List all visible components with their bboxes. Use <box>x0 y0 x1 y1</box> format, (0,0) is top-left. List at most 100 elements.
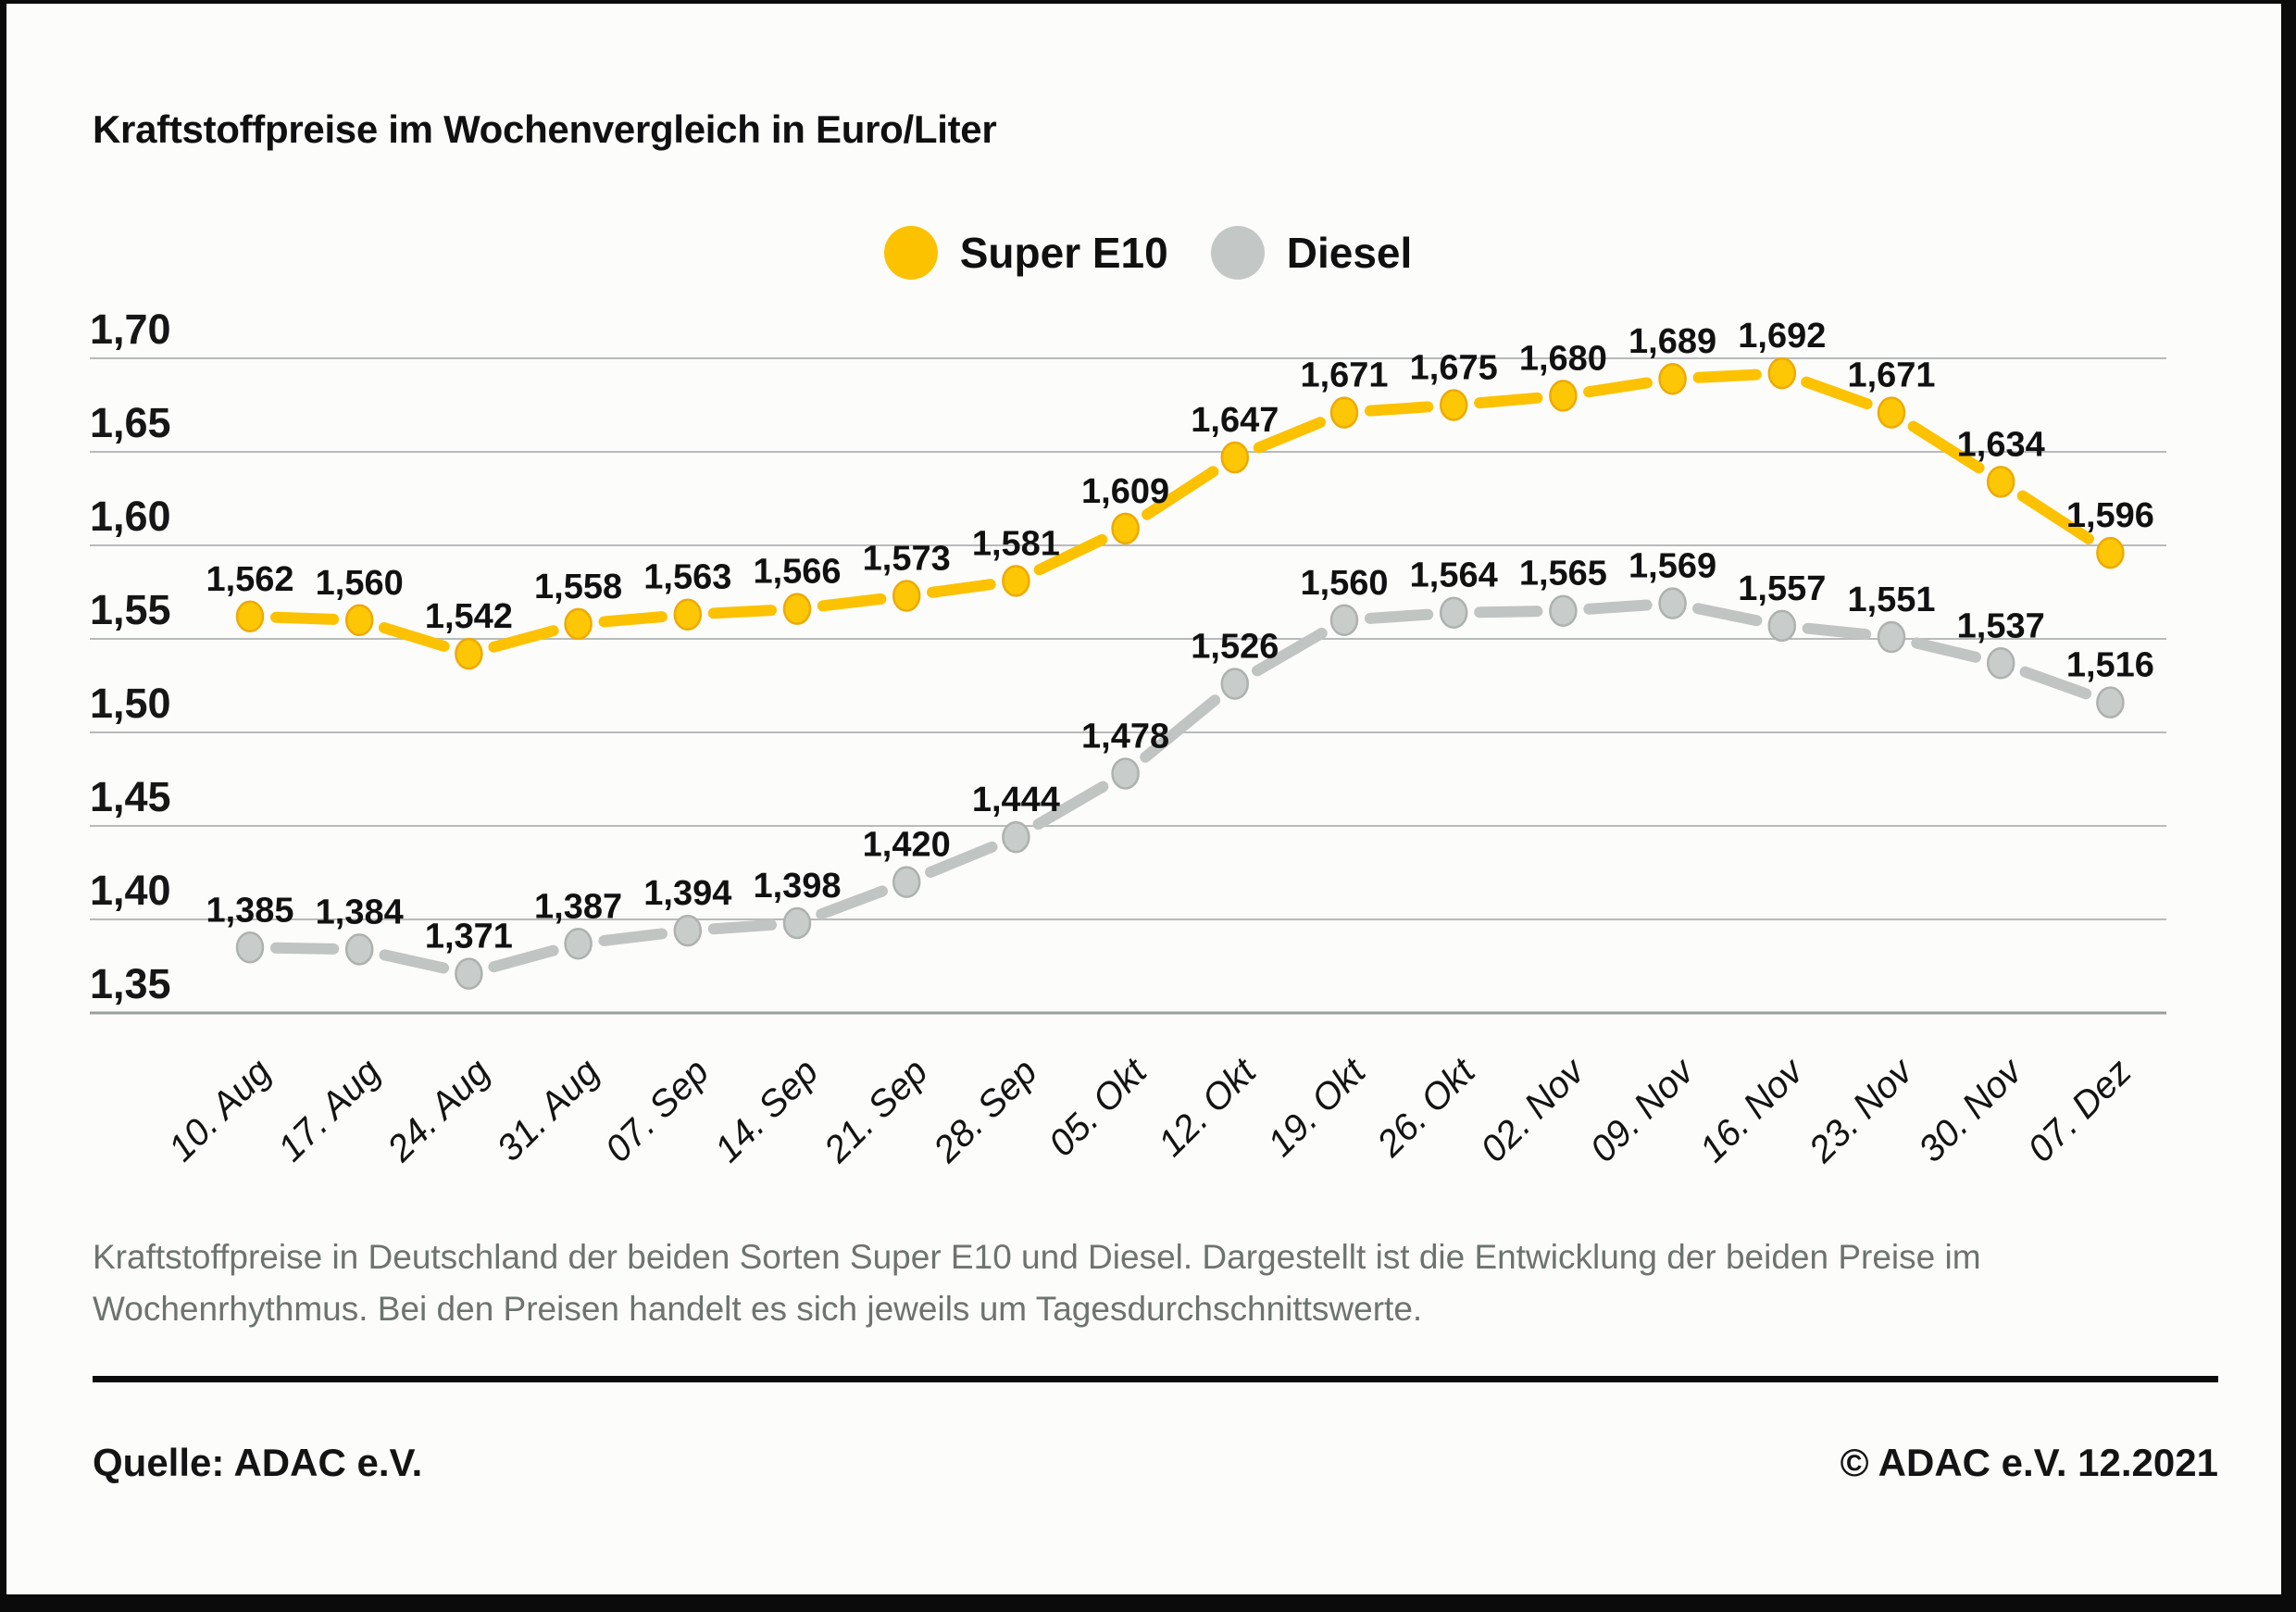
x-tick-label: 21. Sep <box>816 1051 935 1170</box>
value-label: 1,558 <box>534 568 622 606</box>
footer: Quelle: ADAC e.V. © ADAC e.V. 12.2021 <box>93 1441 2218 1485</box>
frame-border-top <box>0 0 2296 4</box>
data-point <box>782 906 812 940</box>
data-point <box>1220 441 1250 474</box>
data-point <box>1658 362 1687 395</box>
data-point <box>1111 512 1140 545</box>
series-segment <box>1474 606 1543 619</box>
x-tick-label: 30. Nov <box>1911 1050 2031 1170</box>
series-segment <box>1142 466 1219 520</box>
series-segment <box>269 942 340 955</box>
data-point <box>1767 609 1797 643</box>
value-label: 1,564 <box>1410 556 1498 595</box>
data-point <box>1111 757 1140 790</box>
value-label: 1,387 <box>534 887 622 926</box>
x-tick-label: 14. Sep <box>707 1051 827 1170</box>
data-point <box>344 933 374 966</box>
value-label: 1,371 <box>425 918 513 956</box>
legend-item-diesel: Diesel <box>1210 226 1412 280</box>
x-tick-label: 02. Nov <box>1473 1050 1593 1170</box>
series-segment <box>378 622 450 652</box>
x-tick-label: 10. Aug <box>161 1051 280 1169</box>
chart-caption: Kraftstoffpreise in Deutschland der beid… <box>93 1231 2231 1334</box>
series-segment <box>379 949 450 974</box>
series-segment <box>1032 781 1109 831</box>
series-segment <box>1364 608 1434 624</box>
x-tick-label: 26. Okt <box>1369 1050 1484 1165</box>
data-point <box>1329 396 1359 429</box>
series-segment <box>926 579 996 598</box>
value-label: 1,671 <box>1847 356 1935 395</box>
series-segment <box>598 928 668 946</box>
y-tick-label: 1,50 <box>90 680 171 727</box>
value-label: 1,562 <box>206 560 293 599</box>
x-tick-label: 16. Nov <box>1692 1050 1813 1170</box>
value-label: 1,565 <box>1519 555 1607 594</box>
data-point <box>1439 389 1468 421</box>
data-point <box>1877 396 1906 429</box>
diesel-marker-icon <box>1210 226 1265 280</box>
x-tick-label: 05. Okt <box>1042 1050 1156 1165</box>
value-label: 1,516 <box>2066 646 2154 685</box>
caption-line-2: Wochenrhythmus. Bei den Preisen handelt … <box>93 1289 1423 1328</box>
value-label: 1,384 <box>316 893 404 931</box>
x-tick-label: 17. Aug <box>270 1051 389 1169</box>
series-segment <box>269 611 340 625</box>
y-tick-label: 1,65 <box>90 399 171 446</box>
value-label: 1,444 <box>972 781 1060 819</box>
y-tick-label: 1,55 <box>90 586 171 633</box>
value-label: 1,394 <box>643 874 731 913</box>
y-tick-label: 1,45 <box>90 773 171 820</box>
series-segment <box>488 625 559 653</box>
value-label: 1,385 <box>206 891 293 930</box>
value-label: 1,566 <box>753 553 841 592</box>
data-point <box>1549 594 1578 627</box>
data-point <box>1986 466 2015 498</box>
source-credit: Quelle: ADAC e.V. <box>93 1441 423 1484</box>
data-point <box>2096 686 2125 719</box>
value-label: 1,647 <box>1191 401 1279 440</box>
series-segment <box>1364 401 1434 417</box>
x-tick-label: 28. Sep <box>925 1051 1044 1170</box>
data-point <box>344 604 374 637</box>
footer-divider <box>93 1376 2218 1382</box>
x-tick-label: 07. Dez <box>2020 1051 2140 1170</box>
data-point <box>1767 356 1797 390</box>
data-point <box>455 637 483 670</box>
legend-item-super-e10: Super E10 <box>883 226 1168 280</box>
data-point <box>1002 820 1030 854</box>
series-segment <box>816 885 888 920</box>
value-label: 1,563 <box>643 558 731 597</box>
data-point <box>892 580 921 612</box>
frame-border-right <box>2281 0 2296 1612</box>
value-label: 1,542 <box>425 597 513 636</box>
value-label: 1,537 <box>1957 606 2045 645</box>
value-label: 1,689 <box>1628 322 1716 361</box>
x-tick-label: 09. Nov <box>1582 1050 1703 1170</box>
value-label: 1,420 <box>863 826 951 865</box>
value-label: 1,557 <box>1738 569 1826 608</box>
data-point <box>1002 565 1030 597</box>
frame-border-bottom <box>0 1594 2296 1612</box>
series-segment <box>925 841 998 878</box>
data-point <box>1329 604 1359 637</box>
data-point <box>673 914 703 947</box>
data-point <box>2096 536 2125 569</box>
data-point <box>1549 380 1578 412</box>
data-point <box>564 928 593 960</box>
caption-line-1: Kraftstoffpreise in Deutschland der beid… <box>93 1238 1981 1276</box>
series-segment <box>1802 622 1872 641</box>
series-segment <box>1692 369 1762 383</box>
x-tick-label: 07. Sep <box>598 1051 718 1170</box>
series-segment <box>1692 603 1763 627</box>
x-tick-label: 19. Okt <box>1260 1050 1375 1165</box>
series-segment <box>707 918 778 935</box>
value-label: 1,551 <box>1847 581 1935 619</box>
y-tick-label: 1,70 <box>90 306 171 353</box>
super-e10-marker-icon <box>883 226 938 280</box>
frame-border-left <box>0 0 6 1612</box>
value-label: 1,526 <box>1191 627 1279 666</box>
data-point <box>1658 587 1687 619</box>
series-segment <box>2019 666 2092 700</box>
